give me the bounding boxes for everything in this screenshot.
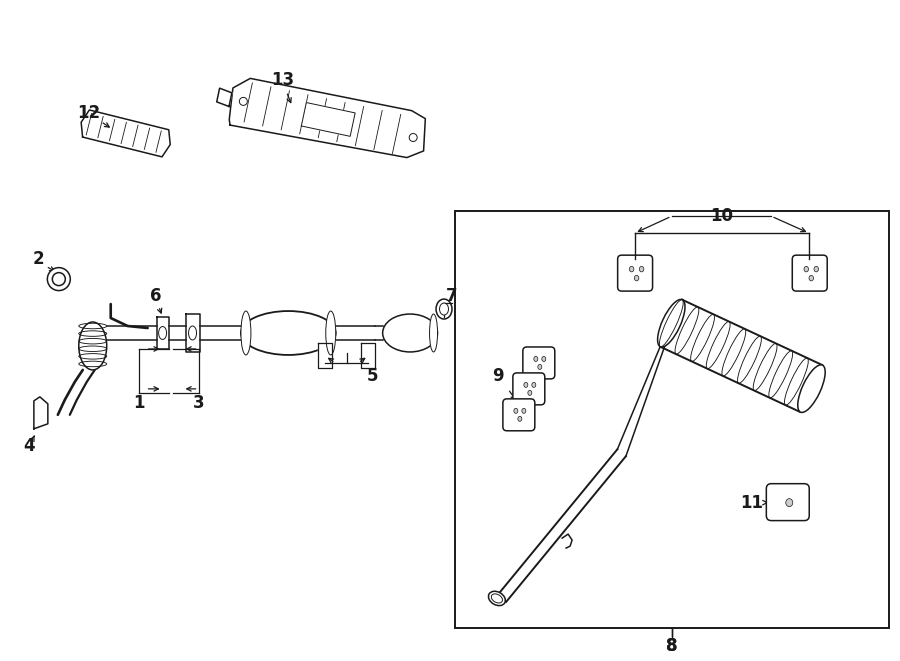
Ellipse shape [639,266,644,272]
Polygon shape [361,343,375,368]
Ellipse shape [436,299,452,319]
Ellipse shape [439,303,448,315]
Ellipse shape [189,326,196,340]
Ellipse shape [634,276,639,281]
Circle shape [410,134,418,141]
Ellipse shape [786,498,793,506]
Ellipse shape [538,364,542,369]
Polygon shape [200,325,241,340]
Ellipse shape [241,311,336,355]
FancyBboxPatch shape [766,484,809,521]
Ellipse shape [382,314,437,352]
Ellipse shape [326,311,336,355]
Text: 6: 6 [150,287,161,305]
Polygon shape [336,325,375,340]
Polygon shape [185,314,200,352]
Polygon shape [107,325,157,340]
Ellipse shape [524,383,527,387]
Text: 5: 5 [366,367,378,385]
Ellipse shape [429,314,437,352]
Ellipse shape [804,266,808,272]
Ellipse shape [522,408,526,413]
Polygon shape [81,110,170,157]
Polygon shape [217,88,232,106]
Ellipse shape [489,592,505,605]
Ellipse shape [241,311,251,355]
Ellipse shape [518,416,522,421]
Text: 1: 1 [133,394,144,412]
Ellipse shape [809,276,814,281]
Ellipse shape [158,327,166,340]
Polygon shape [157,317,168,349]
Text: 8: 8 [666,637,678,655]
FancyBboxPatch shape [523,347,554,379]
Text: 2: 2 [33,250,45,268]
Circle shape [48,268,70,291]
Bar [455,212,889,629]
Text: 12: 12 [77,104,100,122]
Polygon shape [34,397,48,429]
Ellipse shape [532,383,536,387]
Ellipse shape [79,322,107,370]
FancyBboxPatch shape [792,255,827,291]
Text: 4: 4 [23,437,35,455]
Text: 10: 10 [710,208,733,225]
Ellipse shape [797,365,825,412]
Text: 13: 13 [271,71,294,89]
FancyBboxPatch shape [617,255,652,291]
Circle shape [52,272,66,286]
Polygon shape [661,299,823,412]
FancyBboxPatch shape [513,373,544,405]
Ellipse shape [814,266,818,272]
Polygon shape [302,102,356,136]
Ellipse shape [534,356,538,362]
Text: 7: 7 [446,287,458,305]
Polygon shape [230,79,426,157]
Text: 9: 9 [492,367,504,385]
FancyBboxPatch shape [503,399,535,431]
Text: 3: 3 [193,394,204,412]
Text: 11: 11 [740,494,763,512]
Ellipse shape [629,266,634,272]
Ellipse shape [542,356,545,362]
Ellipse shape [658,299,685,347]
Ellipse shape [514,408,518,413]
Polygon shape [168,325,185,340]
Text: 8: 8 [666,637,678,655]
Polygon shape [319,343,332,368]
Ellipse shape [527,391,532,395]
Circle shape [239,97,248,105]
